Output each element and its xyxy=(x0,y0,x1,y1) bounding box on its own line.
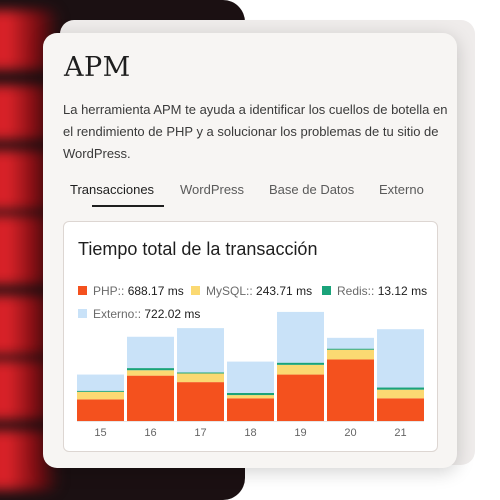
tab-base-de-datos[interactable]: Base de Datos xyxy=(269,182,355,197)
bar-segment-mysql-20[interactable] xyxy=(327,349,374,360)
x-tick-label: 18 xyxy=(244,427,256,439)
bar-segment-redis-20[interactable] xyxy=(327,348,374,350)
bar-segment-mysql-17[interactable] xyxy=(177,373,224,383)
legend-swatch-php xyxy=(78,286,87,295)
legend-label-mysql: MySQL:: xyxy=(206,284,253,298)
bar-segment-redis-16[interactable] xyxy=(127,368,174,371)
bar-segment-externo-20[interactable] xyxy=(327,337,374,349)
bar-segment-redis-21[interactable] xyxy=(377,387,424,390)
tab-externo[interactable]: Externo xyxy=(379,182,424,197)
bar-segment-php-21[interactable] xyxy=(377,398,424,421)
apm-card: APM La herramienta APM te ayuda a identi… xyxy=(43,33,457,468)
bar-segment-externo-18[interactable] xyxy=(227,361,274,393)
bar-segment-externo-21[interactable] xyxy=(377,329,424,388)
bar-segment-php-15[interactable] xyxy=(77,399,124,421)
legend-label-php: PHP:: xyxy=(93,284,125,298)
card-description: La herramienta APM te ayuda a identifica… xyxy=(63,102,448,161)
x-tick-label: 19 xyxy=(294,427,306,439)
bar-segment-redis-17[interactable] xyxy=(177,372,224,374)
bar-segment-redis-18[interactable] xyxy=(227,392,274,396)
tab-wordpress[interactable]: WordPress xyxy=(180,182,245,197)
bar-segment-externo-16[interactable] xyxy=(127,336,174,369)
legend-swatch-externo xyxy=(78,309,87,318)
bar-segment-externo-17[interactable] xyxy=(177,328,224,373)
legend-item-mysql: MySQL:: 243.71 ms xyxy=(191,284,312,298)
bar-segment-php-20[interactable] xyxy=(327,359,374,421)
bar-segment-php-19[interactable] xyxy=(277,374,324,421)
active-tab-indicator xyxy=(92,205,164,207)
legend-value-php: 688.17 ms xyxy=(127,284,184,298)
bar-segment-mysql-18[interactable] xyxy=(227,395,274,399)
bar-segment-externo-19[interactable] xyxy=(277,311,324,363)
bar-segment-mysql-16[interactable] xyxy=(127,370,174,376)
legend-swatch-mysql xyxy=(191,286,200,295)
stacked-bar-chart: 15 16 17 18 19 20 21 xyxy=(77,311,424,439)
legend-label-redis: Redis:: xyxy=(337,284,375,298)
legend-item-externo: Externo:: 722.02 ms xyxy=(78,307,200,321)
x-tick-label: 16 xyxy=(144,427,156,439)
legend-swatch-redis xyxy=(322,286,331,295)
bar-segment-php-16[interactable] xyxy=(127,375,174,421)
tab-transacciones[interactable]: Transacciones xyxy=(70,182,155,197)
bar-segment-mysql-19[interactable] xyxy=(277,364,324,375)
legend-value-mysql: 243.71 ms xyxy=(256,284,313,298)
bar-segment-php-17[interactable] xyxy=(177,382,224,421)
x-tick-label: 20 xyxy=(344,427,356,439)
bar-segment-externo-15[interactable] xyxy=(77,374,124,391)
bar-segment-mysql-21[interactable] xyxy=(377,389,424,399)
legend-item-redis: Redis:: 13.12 ms xyxy=(322,284,427,298)
legend-label-externo: Externo:: xyxy=(93,307,142,321)
x-tick-label: 21 xyxy=(394,427,406,439)
legend-item-php: PHP:: 688.17 ms xyxy=(78,284,184,298)
panel-title: Tiempo total de la transacción xyxy=(78,239,318,259)
card-title: APM xyxy=(64,52,131,83)
bar-segment-redis-15[interactable] xyxy=(77,390,124,392)
legend-value-externo: 722.02 ms xyxy=(144,307,201,321)
bar-segment-mysql-15[interactable] xyxy=(77,391,124,400)
tab-bar: Transacciones WordPress Base de Datos Ex… xyxy=(57,182,449,210)
transaction-time-panel: Tiempo total de la transacción PHP:: 688… xyxy=(63,221,438,452)
bar-segment-redis-19[interactable] xyxy=(277,362,324,365)
x-tick-label: 15 xyxy=(94,427,106,439)
x-tick-label: 17 xyxy=(194,427,206,439)
legend-value-redis: 13.12 ms xyxy=(377,284,428,298)
bar-segment-php-18[interactable] xyxy=(227,398,274,421)
